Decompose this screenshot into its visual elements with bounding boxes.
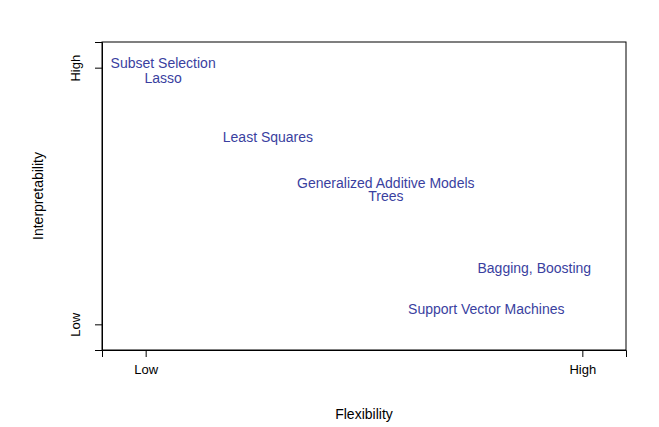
- point-label: Subset Selection: [111, 55, 216, 71]
- y-tick: Low: [68, 312, 102, 336]
- point-label: Bagging, Boosting: [477, 260, 591, 276]
- x-axis: Low High: [103, 350, 627, 377]
- x-tick-mark: [582, 350, 583, 357]
- y-tick: High: [68, 55, 102, 82]
- point-label: Support Vector Machines: [408, 301, 564, 317]
- x-tick-label: Low: [134, 362, 158, 377]
- y-axis: Low High: [68, 43, 103, 351]
- plot-frame: [102, 42, 626, 350]
- x-axis-title: Flexibility: [335, 406, 393, 422]
- y-axis-line: [95, 43, 103, 351]
- x-tick: High: [569, 350, 596, 377]
- chart: Low High Low High Flexibility Interpretabilit…: [0, 0, 659, 427]
- y-axis-title: Interpretability: [30, 152, 46, 240]
- y-tick-mark: [95, 68, 102, 69]
- x-tick-label: High: [569, 362, 596, 377]
- y-tick-label: Low: [68, 312, 83, 336]
- x-tick-mark: [146, 350, 147, 357]
- y-tick-mark: [95, 324, 102, 325]
- x-axis-line: [103, 351, 627, 358]
- point-label: Lasso: [144, 70, 182, 86]
- point-label: Trees: [368, 188, 403, 204]
- point-labels: Subset SelectionLassoLeast SquaresGenera…: [111, 55, 592, 317]
- x-tick: Low: [134, 350, 158, 377]
- point-label: Least Squares: [223, 129, 313, 145]
- y-tick-label: High: [68, 55, 83, 82]
